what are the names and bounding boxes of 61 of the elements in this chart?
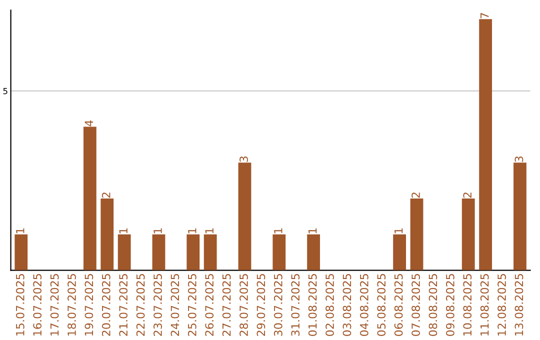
bar <box>272 234 286 270</box>
x-tick-label: 23.07.2025 <box>154 274 162 336</box>
data-label: 1 <box>16 228 24 234</box>
data-label: 2 <box>463 192 472 198</box>
x-tick-label: 03.08.2025 <box>342 274 352 336</box>
x-tick-label: 10.08.2025 <box>463 274 472 336</box>
x-tick-label: 25.07.2025 <box>188 274 196 336</box>
x-tick-label: 05.08.2025 <box>377 274 386 336</box>
data-label: 1 <box>308 228 317 234</box>
x-tick-label: 01.08.2025 <box>308 274 317 336</box>
x-tick-label: 27.07.2025 <box>222 274 231 336</box>
x-tick-label: 13.08.2025 <box>514 274 524 336</box>
x-tick-label: 26.07.2025 <box>205 274 214 336</box>
bar <box>410 198 424 270</box>
x-tick-label: 28.07.2025 <box>240 274 248 336</box>
data-label: 1 <box>205 228 214 234</box>
x-tick-label: 17.07.2025 <box>50 274 59 336</box>
x-tick-label: 21.07.2025 <box>119 274 128 336</box>
bar <box>100 198 114 270</box>
x-tick-label: 06.08.2025 <box>394 274 403 336</box>
x-tick-label: 18.07.2025 <box>68 274 76 336</box>
bar <box>307 234 320 270</box>
data-label: 1 <box>188 228 196 234</box>
x-tick-label: 19.07.2025 <box>84 274 94 336</box>
x-tick-label: 16.07.2025 <box>33 274 42 336</box>
bar <box>238 162 252 270</box>
x-tick-label: 02.08.2025 <box>326 274 334 336</box>
bar <box>83 126 96 270</box>
data-label: 2 <box>412 192 420 198</box>
x-tick-label: 07.08.2025 <box>412 274 420 336</box>
data-label: 1 <box>119 228 128 234</box>
x-tick-label: 15.07.2025 <box>16 274 24 336</box>
bar <box>186 234 200 270</box>
x-tick-label: 29.07.2025 <box>256 274 266 336</box>
data-label: 1 <box>274 228 282 234</box>
x-tick-label: 31.07.2025 <box>291 274 300 336</box>
bar <box>514 162 526 270</box>
x-tick-label: 30.07.2025 <box>274 274 282 336</box>
data-label: 3 <box>240 156 248 162</box>
data-label: 1 <box>394 228 403 234</box>
x-tick-label: 20.07.2025 <box>102 274 110 336</box>
bar <box>479 19 492 270</box>
y-tick-label: 5 <box>3 88 8 94</box>
bar <box>152 234 166 270</box>
bar <box>462 198 475 270</box>
x-tick-label: 22.07.2025 <box>136 274 145 336</box>
data-label: 3 <box>514 156 524 162</box>
x-tick-label: 12.08.2025 <box>498 274 506 336</box>
x-tick-label: 11.08.2025 <box>480 274 489 336</box>
data-label: 2 <box>102 192 110 198</box>
data-label: 7 <box>480 13 489 18</box>
data-label: 1 <box>154 228 162 234</box>
x-tick-label: 04.08.2025 <box>360 274 368 336</box>
x-tick-label: 24.07.2025 <box>170 274 180 336</box>
data-label: 4 <box>84 120 93 126</box>
bar <box>393 234 406 270</box>
x-tick-label: 08.08.2025 <box>428 274 438 336</box>
bar <box>204 234 217 270</box>
x-tick-label: 09.08.2025 <box>446 274 454 336</box>
bar <box>118 234 131 270</box>
bar <box>14 234 28 270</box>
